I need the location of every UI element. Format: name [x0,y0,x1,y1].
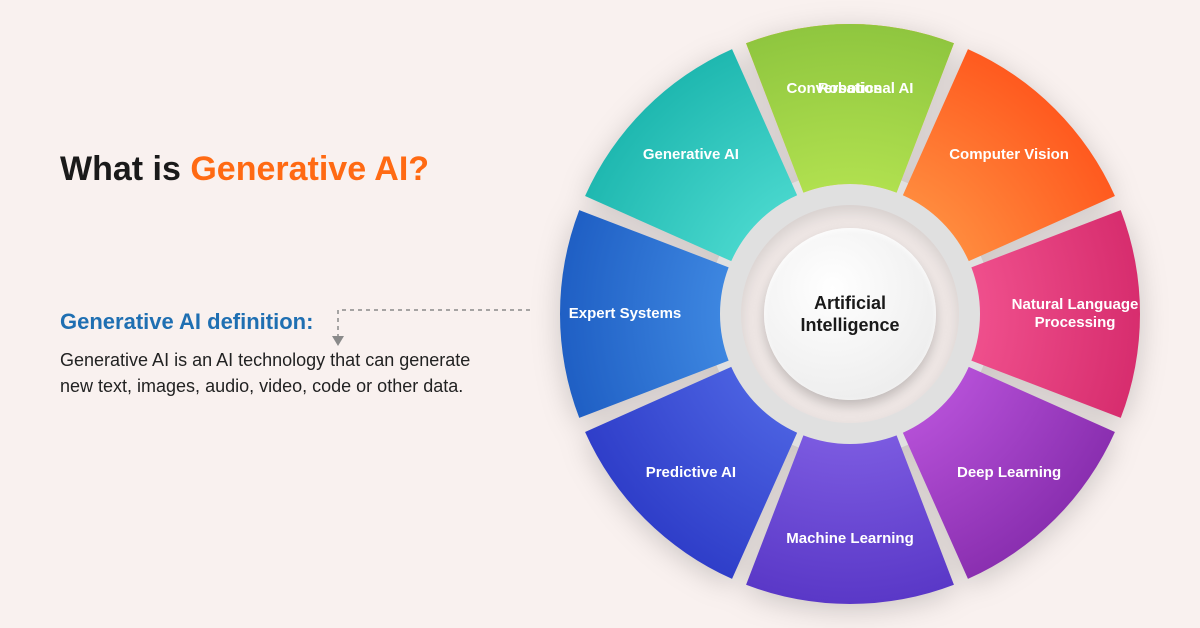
definition-body: Generative AI is an AI technology that c… [60,347,500,399]
definition-subtitle: Generative AI definition: [60,309,500,335]
title-part-orange: Generative AI? [190,150,429,188]
ai-wheel-diagram: ArtificialIntelligence RoboticsComputer … [550,14,1150,614]
title-part-black: What is [60,150,190,188]
left-panel: What is Generative AI? Generative AI def… [60,150,500,399]
wheel-center-label: ArtificialIntelligence [764,228,936,400]
page-title: What is Generative AI? [60,150,500,189]
